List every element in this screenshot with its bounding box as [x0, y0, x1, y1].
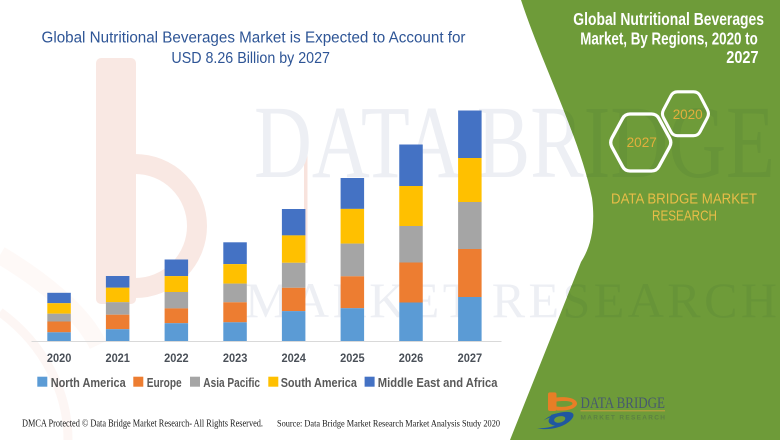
svg-text:DATA BRIDGE: DATA BRIDGE — [581, 395, 666, 412]
svg-text:2021: 2021 — [105, 351, 130, 365]
svg-text:Global Nutritional Beverages: Global Nutritional Beverages — [573, 9, 764, 29]
svg-text:2023: 2023 — [223, 351, 248, 365]
svg-text:2020: 2020 — [673, 106, 703, 122]
svg-text:Asia Pacific: Asia Pacific — [203, 375, 260, 390]
svg-text:2020: 2020 — [47, 351, 72, 365]
svg-text:2022: 2022 — [164, 351, 189, 365]
svg-text:Middle East and Africa: Middle East and Africa — [378, 375, 498, 390]
svg-text:RESEARCH: RESEARCH — [652, 208, 717, 224]
svg-text:2026: 2026 — [399, 351, 424, 365]
svg-text:Source: Data Bridge Market Res: Source: Data Bridge Market Research Mark… — [277, 419, 500, 429]
svg-text:2027: 2027 — [627, 134, 657, 150]
svg-text:Europe: Europe — [147, 375, 182, 390]
svg-text:2027: 2027 — [726, 47, 758, 67]
svg-text:South America: South America — [281, 375, 358, 390]
svg-text:USD 8.26 Billion by 2027: USD 8.26 Billion by 2027 — [171, 50, 330, 67]
svg-text:2024: 2024 — [281, 351, 306, 365]
svg-text:Global Nutritional Beverages M: Global Nutritional Beverages Market is E… — [42, 30, 466, 47]
svg-text:2027: 2027 — [458, 351, 483, 365]
svg-text:DATA BRIDGE MARKET: DATA BRIDGE MARKET — [611, 192, 757, 208]
svg-text:2025: 2025 — [340, 351, 365, 365]
svg-text:DMCA Protected © Data Bridge M: DMCA Protected © Data Bridge Market Rese… — [22, 419, 263, 430]
svg-text:Market, By Regions, 2020 to: Market, By Regions, 2020 to — [580, 29, 758, 49]
svg-text:North America: North America — [51, 375, 127, 390]
svg-text:MARKET RESEARCH: MARKET RESEARCH — [581, 415, 666, 422]
